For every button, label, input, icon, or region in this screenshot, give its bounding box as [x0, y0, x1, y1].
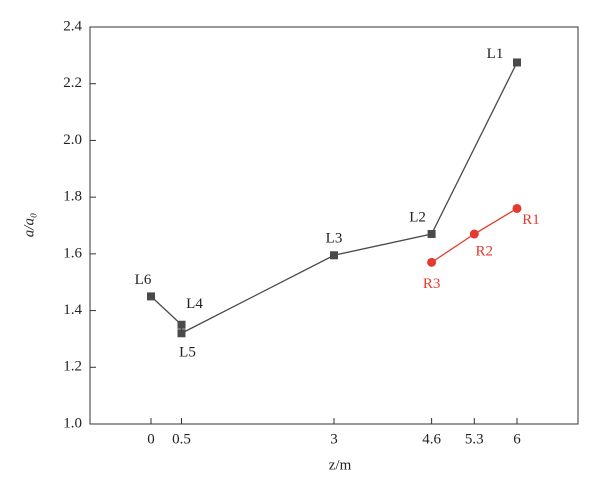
point-label: R3 [423, 276, 441, 292]
y-tick-label: 1.6 [63, 245, 82, 261]
x-tick-label: 6 [513, 431, 521, 447]
point-label: R2 [476, 243, 494, 259]
marker [469, 229, 479, 239]
y-tick-label: 2.2 [63, 75, 82, 91]
y-tick-label: 1.4 [63, 302, 82, 318]
x-tick-label: 0 [147, 431, 155, 447]
x-tick-label: 0.5 [172, 431, 191, 447]
marker [427, 230, 436, 239]
x-tick-label: 3 [330, 431, 338, 447]
marker [330, 251, 338, 260]
point-label: L1 [487, 46, 504, 62]
y-axis-label: a/a₀ [21, 213, 37, 237]
y-tick-label: 1.8 [63, 189, 82, 205]
series-line [150, 62, 518, 335]
y-tick-label: 1.2 [63, 359, 82, 375]
marker [427, 257, 437, 267]
y-tick-label: 2.0 [63, 132, 82, 148]
marker [513, 58, 521, 67]
marker [177, 329, 186, 338]
x-tick-label: 4.6 [422, 431, 441, 447]
marker [177, 320, 186, 329]
x-tick-label: 5.3 [465, 431, 484, 447]
point-label: L2 [409, 209, 426, 225]
y-tick-label: 1.0 [63, 415, 82, 431]
y-tick-label: 2.4 [63, 18, 82, 34]
point-label: R1 [522, 212, 540, 228]
marker [512, 203, 522, 213]
point-label: L6 [135, 272, 152, 288]
marker [147, 292, 155, 301]
point-label: L5 [179, 345, 196, 361]
point-label: L4 [186, 296, 203, 312]
x-axis-label: z/m [329, 457, 352, 473]
point-label: L3 [326, 231, 343, 247]
